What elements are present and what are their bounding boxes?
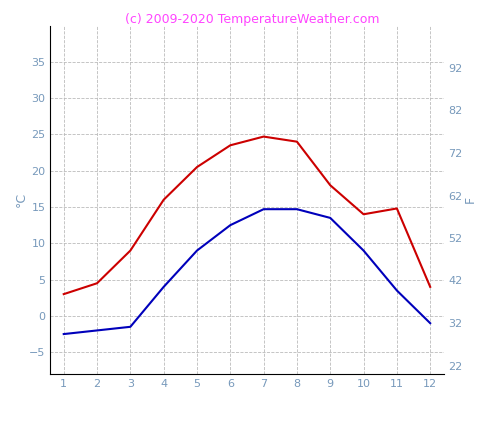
Y-axis label: F: F bbox=[464, 196, 477, 203]
Text: (c) 2009-2020 TemperatureWeather.com: (c) 2009-2020 TemperatureWeather.com bbox=[125, 13, 379, 26]
Y-axis label: °C: °C bbox=[15, 192, 28, 207]
